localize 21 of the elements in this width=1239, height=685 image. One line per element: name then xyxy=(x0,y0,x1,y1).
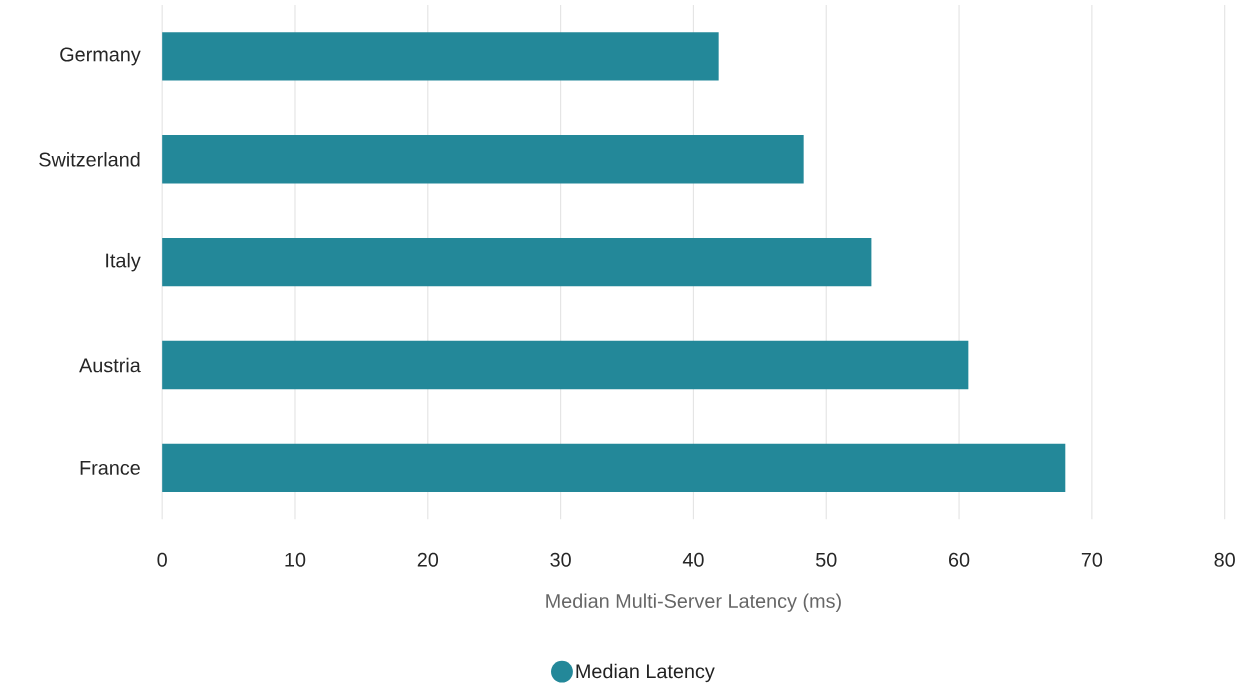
bar xyxy=(162,238,872,287)
y-tick-label: Italy xyxy=(106,253,141,272)
x-tick-label: 50 xyxy=(816,552,837,567)
y-tick-label: Switzerland xyxy=(39,152,140,167)
x-tick-label: 10 xyxy=(285,552,306,567)
y-tick-label: France xyxy=(80,461,140,476)
bar xyxy=(162,341,969,390)
y-tick-label: Germany xyxy=(60,47,141,66)
bar xyxy=(162,443,1066,493)
x-axis-title: Median Multi-Server Latency (ms) xyxy=(546,593,841,613)
x-tick-label: 0 xyxy=(157,552,167,567)
legend-label: Median Latency xyxy=(576,663,715,683)
x-tick-label: 60 xyxy=(949,552,970,567)
x-tick-label: 30 xyxy=(550,552,571,567)
x-tick-label: 80 xyxy=(1214,552,1235,567)
y-tick-label: Austria xyxy=(79,357,141,373)
bar xyxy=(162,32,719,81)
x-tick-label: 20 xyxy=(417,552,439,567)
bar xyxy=(162,135,804,184)
x-tick-label: 40 xyxy=(682,552,704,567)
x-tick-label: 70 xyxy=(1081,552,1103,567)
